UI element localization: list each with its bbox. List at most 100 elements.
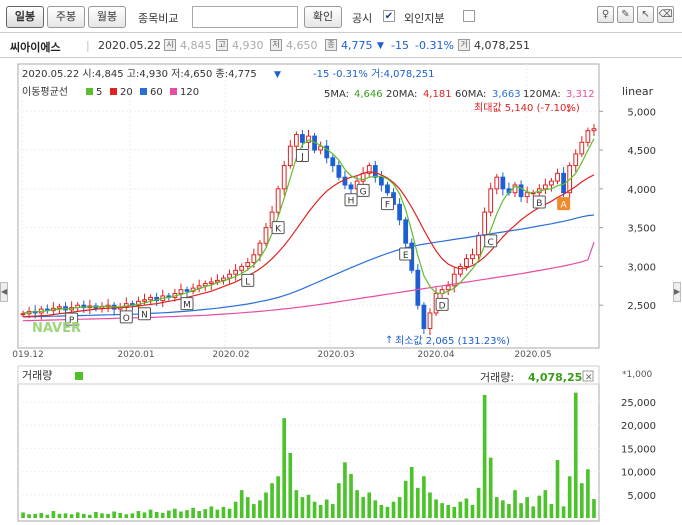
event-marker-f bbox=[380, 197, 394, 211]
close-volume-glyph[interactable]: ✕ bbox=[585, 373, 593, 383]
confirm-button[interactable]: 확인 bbox=[304, 6, 342, 28]
event-marker-label: O bbox=[123, 314, 130, 324]
volume-bar bbox=[270, 483, 274, 518]
ma20-label: 20MA: bbox=[386, 89, 417, 100]
price-tick-label: 4,500 bbox=[627, 146, 656, 157]
price-tick-label: 3,000 bbox=[627, 262, 656, 273]
x-tick-label: 2020.01 bbox=[117, 350, 154, 360]
candle-body bbox=[366, 165, 372, 174]
volume-bar bbox=[422, 476, 426, 518]
volume-bar bbox=[343, 462, 347, 518]
volume-bar bbox=[264, 492, 268, 518]
candle-body bbox=[306, 135, 311, 143]
compare-label: 종목비교 bbox=[138, 12, 179, 25]
candle-body bbox=[385, 184, 390, 194]
cursor-icon[interactable]: ↖ bbox=[637, 6, 654, 23]
candle-body bbox=[75, 304, 81, 309]
volume-bar bbox=[543, 490, 548, 518]
ma60-value: 3,663 bbox=[492, 89, 521, 100]
candle-body bbox=[397, 203, 402, 221]
scale-mode[interactable]: linear bbox=[622, 85, 654, 98]
close-price: 4,775 bbox=[341, 39, 373, 52]
candle-body bbox=[221, 277, 226, 281]
volume-bar bbox=[45, 514, 50, 518]
candle-body bbox=[263, 227, 269, 244]
event-marker-a bbox=[557, 197, 571, 211]
high-price: 4,930 bbox=[232, 39, 264, 52]
volume-bar bbox=[88, 514, 92, 518]
naver-watermark: NAVER bbox=[32, 321, 81, 336]
compare-search-input[interactable] bbox=[192, 6, 298, 28]
candle-body bbox=[379, 176, 384, 186]
ma20-value: 4,181 bbox=[423, 89, 452, 100]
candle-body bbox=[427, 312, 433, 329]
volume-bar bbox=[367, 492, 372, 518]
volume-bar bbox=[233, 501, 238, 518]
candle-body bbox=[117, 307, 123, 310]
candle-body bbox=[123, 303, 129, 309]
quote-bar: 씨아이에스 | 2020.05.22 시 4,845 고 4,930 저 4,6… bbox=[0, 32, 682, 58]
event-marker-g bbox=[356, 183, 370, 197]
pencil-icon[interactable]: ✎ bbox=[617, 6, 634, 23]
candle-body bbox=[342, 176, 348, 186]
candle-body bbox=[549, 180, 554, 186]
candle-body bbox=[111, 304, 117, 310]
candle-body bbox=[457, 265, 463, 275]
volume-bar bbox=[245, 497, 250, 518]
candle-body bbox=[330, 157, 336, 167]
down-arrow-icon: ▼ bbox=[377, 41, 384, 51]
volume-bar bbox=[434, 499, 438, 518]
close-volume-icon bbox=[582, 370, 594, 382]
candle-body bbox=[166, 295, 172, 298]
candle-body bbox=[154, 296, 160, 302]
tab-monthly[interactable]: 월봉 bbox=[88, 6, 126, 28]
candle-body bbox=[336, 165, 342, 178]
candle-body bbox=[312, 135, 317, 151]
candle-body bbox=[464, 258, 469, 267]
candle-body bbox=[293, 134, 299, 147]
volume-bar bbox=[379, 505, 384, 518]
candle-body bbox=[409, 242, 415, 271]
volume-bar bbox=[69, 514, 74, 518]
candle-body bbox=[391, 192, 396, 205]
toolbar: 일봉 주봉 월봉 종목비교 확인 공시 ✔ 외인지분 ♀ ✎ ↖ ⌫ bbox=[0, 0, 682, 32]
candle-body bbox=[512, 184, 518, 194]
ma120-value: 3,312 bbox=[566, 89, 595, 100]
candle-body bbox=[561, 172, 566, 194]
high-badge: 고 bbox=[216, 39, 228, 51]
candle-body bbox=[287, 145, 293, 167]
candle-body bbox=[445, 285, 451, 291]
volume-bar bbox=[330, 504, 335, 518]
foreign-ownership-checkbox[interactable] bbox=[463, 10, 475, 22]
candle-body bbox=[196, 285, 202, 289]
volume-bar bbox=[501, 500, 505, 518]
x-tick-label: 2020.04 bbox=[417, 350, 454, 360]
volume-bar bbox=[464, 498, 469, 518]
volume-bar bbox=[51, 511, 56, 518]
tab-weekly[interactable]: 주봉 bbox=[47, 6, 85, 28]
volume-bar bbox=[361, 497, 365, 518]
volume-bar bbox=[215, 509, 220, 518]
volume-bar bbox=[185, 510, 189, 518]
disclosure-checkbox[interactable]: ✔ bbox=[383, 10, 395, 22]
event-marker-label: P bbox=[69, 316, 75, 326]
pin-icon[interactable]: ♀ bbox=[597, 6, 614, 23]
ma120-label: 120MA: bbox=[523, 89, 561, 100]
volume-unit: *1,000 bbox=[622, 370, 653, 380]
eraser-icon[interactable]: ⌫ bbox=[657, 6, 674, 23]
ma-legend-title: 이동평균선 bbox=[22, 86, 68, 98]
event-marker-o bbox=[119, 310, 133, 324]
volume-bar bbox=[252, 504, 256, 518]
candle-body bbox=[87, 305, 93, 309]
candle-body bbox=[239, 265, 245, 271]
ma60-line bbox=[23, 214, 595, 318]
event-marker-label: K bbox=[275, 225, 282, 235]
candle-body bbox=[324, 145, 330, 159]
candle-body bbox=[281, 165, 287, 190]
left-panel-handle[interactable]: ◀ bbox=[0, 282, 8, 302]
candle-body bbox=[555, 172, 560, 182]
right-panel-handle[interactable]: ▶ bbox=[673, 282, 681, 302]
tab-daily[interactable]: 일봉 bbox=[6, 6, 44, 28]
volume-bar bbox=[258, 500, 262, 518]
